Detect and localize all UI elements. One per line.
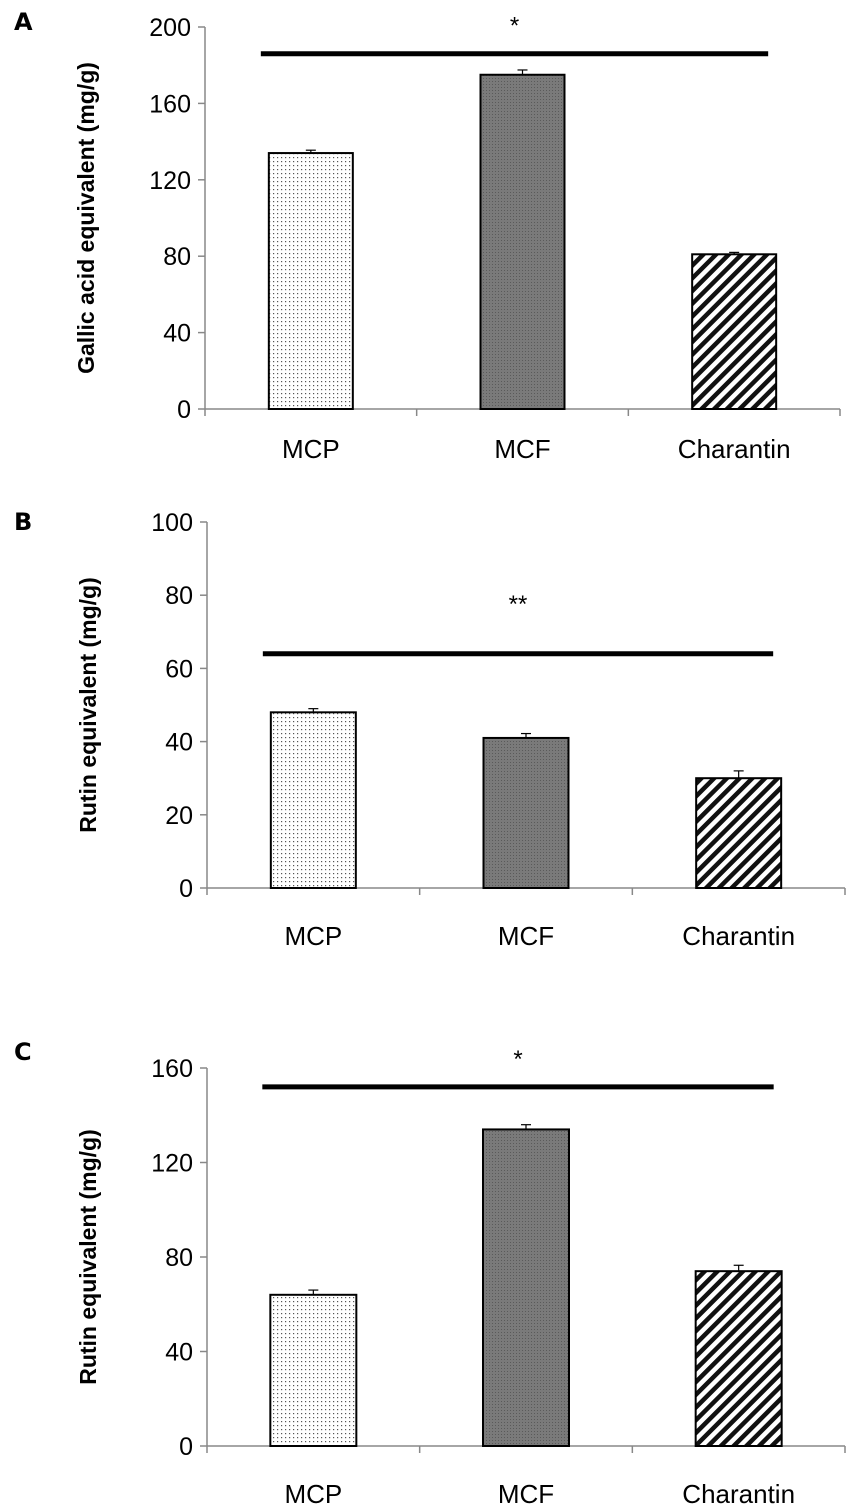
bar-mcf (482, 736, 570, 889)
y-tick-label: 80 (165, 582, 193, 610)
chart-panel-b: B 0 20 40 60 80 100 MCP MCF Charantin ** Rutin equi… (14, 508, 846, 951)
x-tick-label: Charantin (678, 434, 791, 464)
y-tick-label: 0 (177, 396, 191, 424)
bar-charantin (695, 777, 783, 890)
panel-letter: B (14, 508, 32, 536)
x-tick-label: MCF (498, 1479, 554, 1509)
x-tick-label: MCF (498, 921, 554, 951)
panel-letter: A (14, 8, 33, 36)
bar-charantin (694, 1270, 783, 1448)
y-tick-label: 120 (149, 167, 191, 195)
chart-panel-c: C 0 40 80 120 160 MCP MCF Charantin * Rutin equiva… (14, 1038, 846, 1509)
y-tick-label: 40 (165, 1339, 193, 1367)
y-tick-label: 80 (163, 243, 191, 271)
bar-mcf (479, 73, 566, 410)
y-tick-label: 0 (179, 875, 193, 903)
y-axis-label: Rutin equivalent (mg/g) (75, 577, 101, 833)
x-tick-label: Charantin (682, 921, 795, 951)
x-tick-label: Charantin (682, 1479, 795, 1509)
bar-mcp (269, 1293, 358, 1448)
y-tick-label: 120 (151, 1150, 193, 1178)
y-tick-label: 100 (151, 509, 193, 537)
x-tick-label: MCP (284, 921, 342, 951)
y-tick-label: 20 (165, 802, 193, 830)
panel-letter: C (14, 1038, 32, 1066)
chart-panel-a: A 0 40 80 120 160 200 MCP MCF Charantin * Gallic ac… (14, 8, 841, 464)
bar-mcp (269, 711, 357, 889)
significance-label: * (513, 1046, 522, 1073)
y-tick-label: 40 (163, 320, 191, 348)
y-tick-label: 80 (165, 1244, 193, 1272)
bar-mcf (482, 1128, 570, 1448)
y-tick-label: 160 (149, 90, 191, 118)
significance-label: ** (509, 591, 528, 618)
y-axis-label: Gallic acid equivalent (mg/g) (73, 62, 99, 374)
y-axis-label: Rutin equivalent (mg/g) (75, 1129, 101, 1385)
x-tick-label: MCP (284, 1479, 342, 1509)
y-tick-label: 0 (179, 1433, 193, 1461)
y-tick-label: 40 (165, 729, 193, 757)
x-tick-label: MCF (494, 434, 550, 464)
y-tick-label: 60 (165, 655, 193, 683)
y-tick-label: 200 (149, 14, 191, 42)
y-tick-label: 160 (151, 1055, 193, 1083)
bar-charantin (691, 253, 778, 410)
significance-label: * (510, 13, 519, 40)
x-tick-label: MCP (282, 434, 340, 464)
bar-mcp (267, 152, 354, 410)
